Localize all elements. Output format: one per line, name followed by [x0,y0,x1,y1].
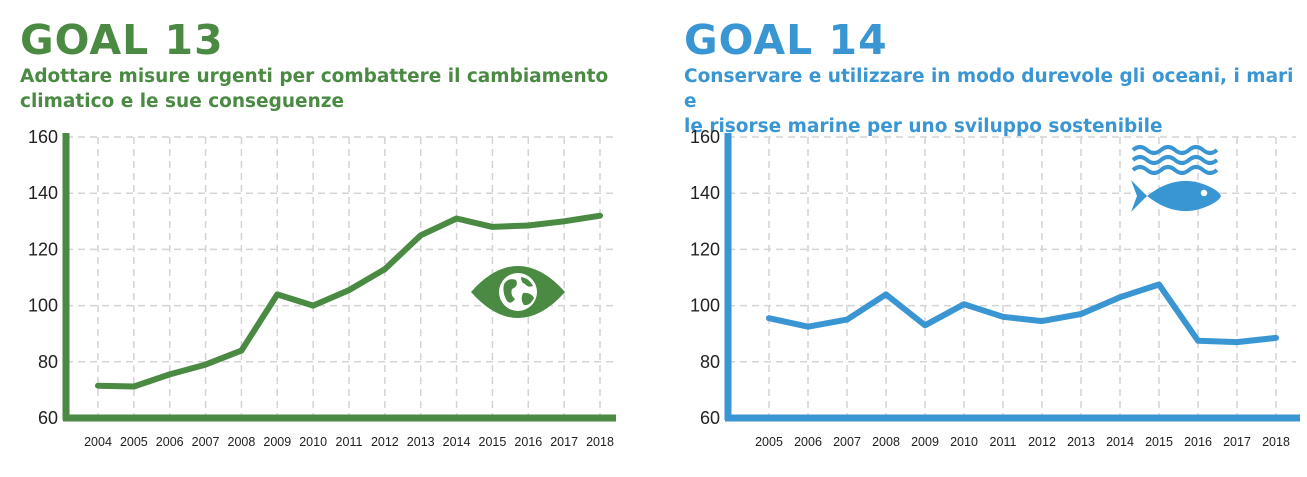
goal13-point-2017 [561,218,567,224]
goal14-ytick-120: 120 [690,239,720,259]
goal13-ytick-100: 100 [28,296,58,316]
goal14-ytick-100: 100 [690,296,720,316]
goal14-xtick-2018: 2018 [1262,435,1290,449]
eye-globe-icon [471,266,565,318]
goal14-point-2008 [883,291,889,297]
fish-waves-icon [1131,145,1221,212]
goal14-xtick-2016: 2016 [1184,435,1212,449]
goal14-ytick-60: 60 [700,408,720,428]
goal14-xtick-2006: 2006 [794,435,822,449]
goal14-point-2012 [1039,318,1045,324]
goal13-xtick-2004: 2004 [84,435,112,449]
goal13-point-2015 [489,224,495,230]
goal14-point-2017 [1234,339,1240,345]
goal13-point-2009 [274,291,280,297]
goal-13-subtitle-line2: climatico e le sue conseguenze [20,91,345,112]
goal-14-subtitle: Conservare e utilizzare in modo durevole… [684,64,1307,139]
goal14-point-2011 [1000,314,1006,320]
goal14-point-2007 [844,317,850,323]
goal14-point-2006 [805,324,811,330]
goal13-xtick-2013: 2013 [407,435,435,449]
goal-13-line-chart: 60 80 100 120 140 160 2004 2005 2006 2007 2008 2009… [28,127,616,449]
goal13-ytick-120: 120 [28,239,58,259]
goal13-point-2011 [346,287,352,293]
goal14-point-2014 [1117,294,1123,300]
goal-13-title: GOAL 13 [20,16,224,64]
goal-13-subtitle: Adottare misure urgenti per combattere i… [20,64,608,114]
goal13-xtick-2009: 2009 [263,435,291,449]
goal13-point-2010 [310,303,316,309]
goal14-xtick-2005: 2005 [755,435,783,449]
goal13-xtick-2016: 2016 [514,435,542,449]
goal13-xtick-2014: 2014 [443,435,471,449]
goal13-point-2016 [525,223,531,229]
goal-13-subtitle-line1: Adottare misure urgenti per combattere i… [20,66,609,87]
goal14-ytick-140: 140 [690,183,720,203]
goal14-point-2013 [1078,311,1084,317]
goal13-xtick-2005: 2005 [120,435,148,449]
goal13-xtick-2006: 2006 [156,435,184,449]
goal14-point-2010 [961,301,967,307]
goal13-ytick-140: 140 [28,183,58,203]
goal13-xtick-2012: 2012 [371,435,399,449]
goal13-ytick-80: 80 [38,352,58,372]
goal14-xtick-2014: 2014 [1106,435,1134,449]
goal13-point-2008 [238,348,244,354]
goal13-point-2006 [167,371,173,377]
goal13-xtick-2017: 2017 [550,435,578,449]
goal14-point-2018 [1273,335,1279,341]
goal-14-line-chart: 60 80 100 120 140 160 2005 2006 2007 2008 2009 2010… [690,127,1300,449]
goal14-point-2016 [1195,338,1201,344]
goal14-series-line-0 [766,281,1279,346]
goal14-ytick-80: 80 [700,352,720,372]
goal14-point-2015 [1156,282,1162,288]
goal13-point-2005 [131,384,137,390]
goal14-ytick-160: 160 [690,127,720,147]
goal13-xtick-2018: 2018 [586,435,614,449]
goal14-xtick-2008: 2008 [872,435,900,449]
goal14-xtick-2012: 2012 [1028,435,1056,449]
goal13-point-2007 [203,362,209,368]
goal14-xtick-2007: 2007 [833,435,861,449]
goal13-xtick-2015: 2015 [479,435,507,449]
goal13-ytick-60: 60 [38,408,58,428]
goal-14-panel: GOAL 14 Conservare e utilizzare in modo … [660,0,1307,477]
goal13-point-2012 [382,266,388,272]
goal13-ytick-160: 160 [28,127,58,147]
goal13-xtick-2010: 2010 [299,435,327,449]
goal-14-subtitle-line1: Conservare e utilizzare in modo durevole… [684,66,1294,112]
goal14-xtick-2015: 2015 [1145,435,1173,449]
goal14-point-2005 [766,315,772,321]
goal13-xtick-2011: 2011 [336,435,363,449]
goal13-point-2014 [454,215,460,221]
goal-13-panel: GOAL 13 Adottare misure urgenti per comb… [0,0,640,477]
goal14-point-2009 [922,322,928,328]
goal-14-subtitle-line2: le risorse marine per uno sviluppo soste… [684,116,1163,137]
goal13-xtick-2008: 2008 [228,435,256,449]
goal13-point-2018 [597,213,603,219]
goal14-xtick-2013: 2013 [1067,435,1095,449]
goal14-xtick-2017: 2017 [1223,435,1251,449]
goal-14-title: GOAL 14 [684,16,888,64]
goal13-point-2004 [95,383,101,389]
goal13-xtick-2007: 2007 [192,435,220,449]
goal14-xtick-2010: 2010 [950,435,978,449]
goal14-xtick-2011: 2011 [990,435,1017,449]
goal14-xtick-2009: 2009 [911,435,939,449]
goal13-point-2013 [418,232,424,238]
